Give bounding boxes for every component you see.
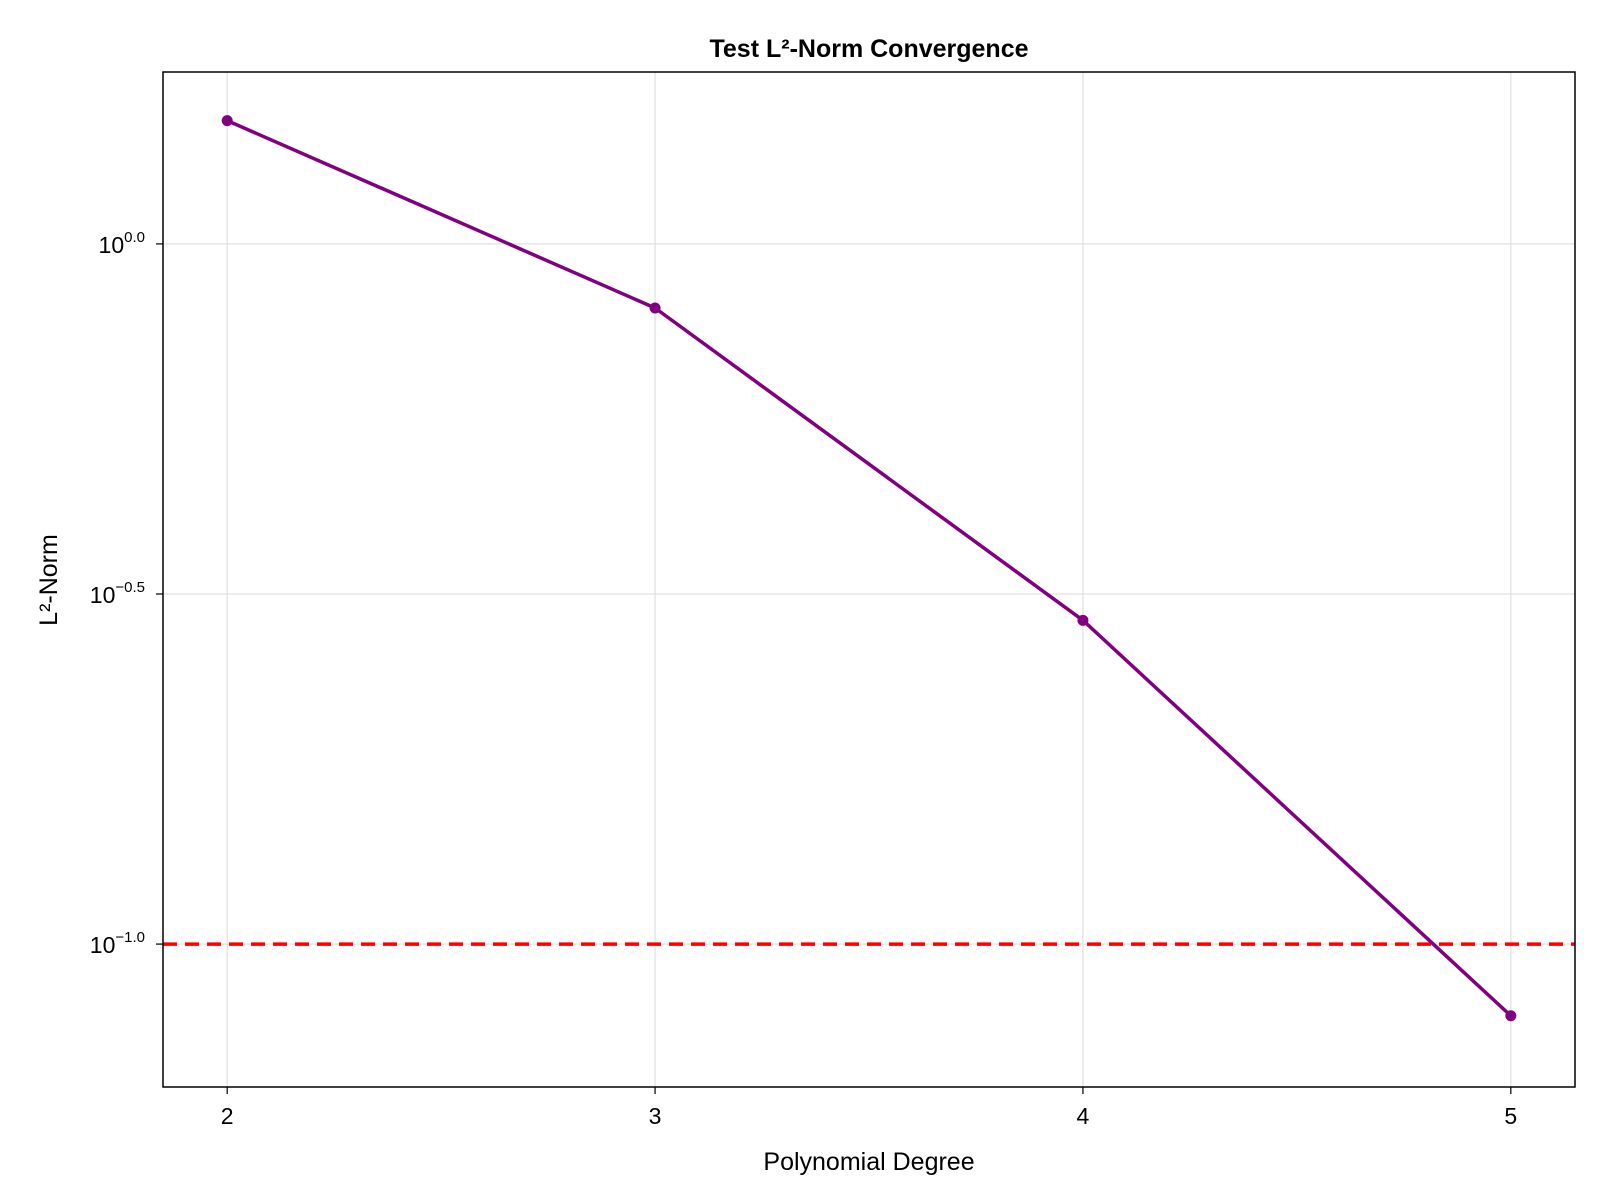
y-tick-label: 10−1.0	[90, 929, 145, 958]
data-point	[649, 302, 661, 314]
y-tick-label: 100.0	[99, 229, 145, 258]
data-point	[221, 115, 233, 127]
x-tick-label: 3	[649, 1103, 662, 1129]
x-tick-label: 5	[1504, 1103, 1517, 1129]
x-axis-ticks: 2 3 4 5	[221, 1087, 1517, 1129]
x-tick-label: 2	[221, 1103, 234, 1129]
series-layer	[221, 115, 1517, 1022]
y-axis-ticks: 100.0 10−0.5 10−1.0	[90, 229, 163, 958]
data-point	[1077, 614, 1089, 626]
data-point	[1505, 1010, 1517, 1022]
series-line	[226, 119, 1513, 1018]
chart-title: Test L²-Norm Convergence	[709, 35, 1028, 63]
y-tick-label: 10−0.5	[90, 579, 145, 608]
plot-frame	[162, 71, 1576, 1088]
x-tick-label: 4	[1077, 1103, 1090, 1129]
y-axis-label: L²-Norm	[35, 534, 63, 626]
x-axis-label: Polynomial Degree	[763, 1148, 974, 1176]
